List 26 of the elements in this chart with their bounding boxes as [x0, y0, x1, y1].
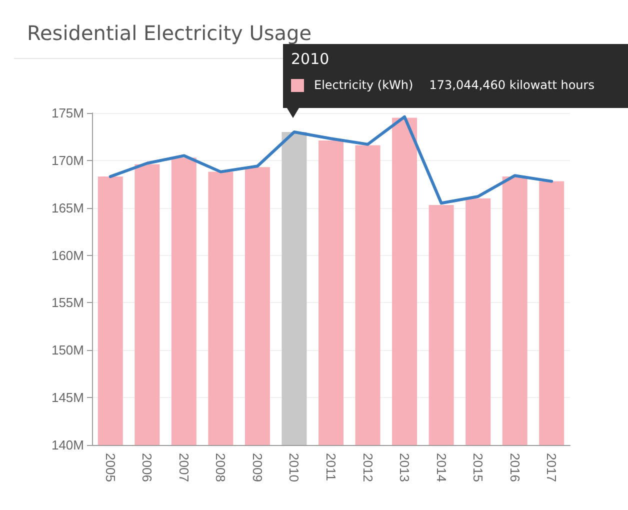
x-tick-label: 2010 — [286, 453, 302, 482]
y-tick-label: 140M — [51, 438, 84, 452]
line-series — [108, 115, 554, 205]
x-tick-label: 2005 — [102, 453, 118, 482]
x-tick-label: 2015 — [470, 453, 486, 482]
y-tick-label: 165M — [51, 200, 84, 216]
legend-label: Electricity (kWh) — [314, 78, 414, 92]
x-tick-label: 2014 — [434, 453, 449, 482]
y-tick-label: 160M — [51, 248, 84, 263]
y-tick-label: 145M — [51, 390, 84, 406]
x-tick-label: 2006 — [140, 453, 155, 482]
y-tick-label: 170M — [51, 152, 84, 168]
y-tick-label: 155M — [51, 295, 84, 310]
y-tick-label: 150M — [51, 342, 84, 358]
y-tick-label: 175M — [51, 106, 84, 120]
chart-title: Residential Electricity Usage — [27, 21, 312, 45]
x-tick-label: 2009 — [250, 453, 265, 482]
text: 173,044,460 kilowatt hours — [429, 78, 594, 92]
x-tick-label: 2016 — [507, 453, 522, 482]
text: 2010 — [291, 50, 330, 68]
x-tick-label: 2008 — [213, 453, 228, 482]
x-tick-label: 2013 — [397, 453, 412, 482]
x-tick-label: 2017 — [544, 453, 560, 482]
x-tick-label: 2011 — [324, 453, 338, 481]
x-tick-label: 2012 — [360, 453, 376, 482]
x-tick-label: 2007 — [176, 453, 192, 482]
